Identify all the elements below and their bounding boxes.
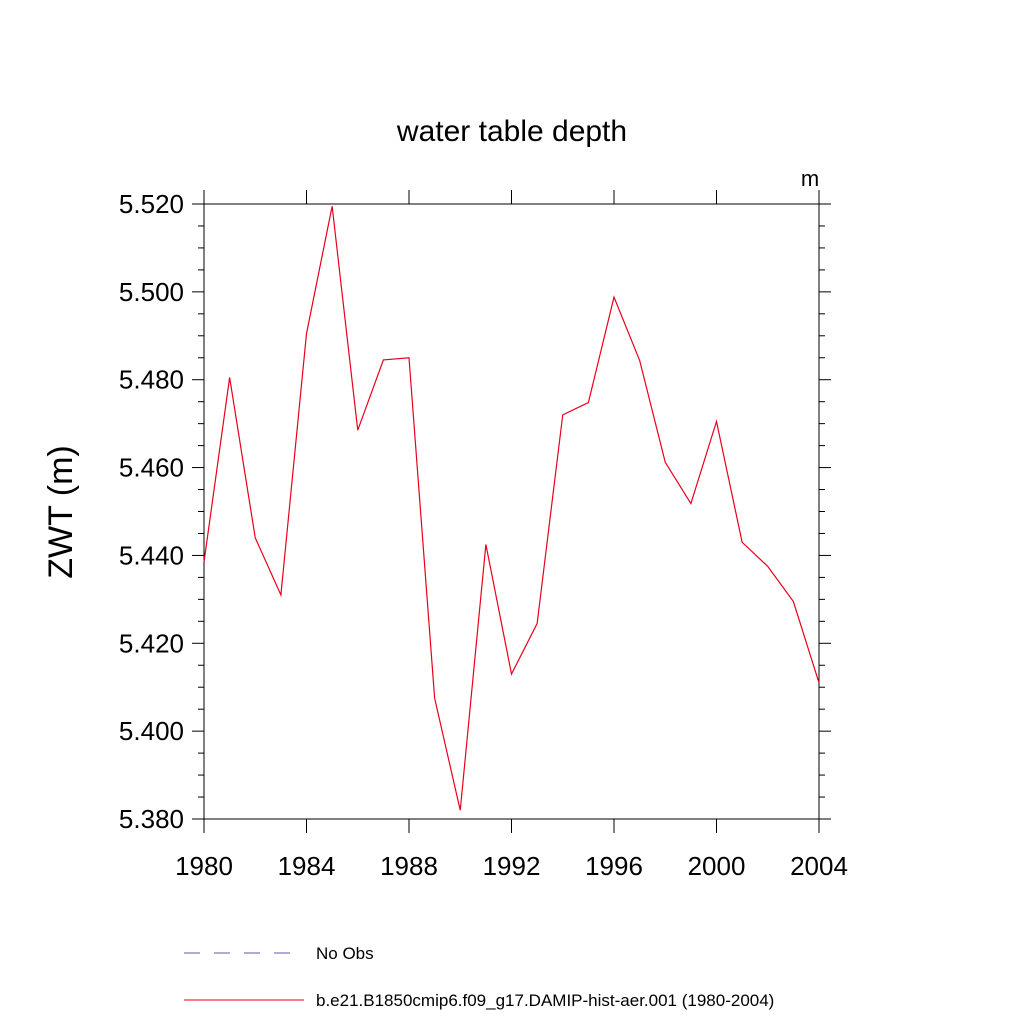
axis-ticks: [192, 190, 831, 833]
y-tick-label: 5.500: [119, 277, 184, 307]
y-tick-label: 5.440: [119, 540, 184, 570]
series-lines: [203, 206, 820, 811]
x-tick-label: 2000: [688, 851, 746, 881]
y-tick-label: 5.380: [119, 804, 184, 834]
x-tick-label: 1980: [175, 851, 233, 881]
chart-title: water table depth: [396, 115, 627, 148]
plot-frame: [203, 203, 820, 820]
y-tick-label: 5.420: [119, 628, 184, 658]
x-tick-label: 1988: [380, 851, 438, 881]
legend-label-model-run: b.e21.B1850cmip6.f09_g17.DAMIP-hist-aer.…: [316, 991, 774, 1010]
y-tick-labels: 5.380 5.400 5.420 5.440 5.460 5.480 5.500 5.520: [119, 189, 184, 834]
y-tick-label: 5.520: [119, 189, 184, 219]
x-tick-label: 1996: [585, 851, 643, 881]
legend: No Obs b.e21.B1850cmip6.f09_g17.DAMIP-hi…: [184, 944, 774, 1010]
x-tick-label: 1984: [278, 851, 336, 881]
x-tick-labels: 1980 1984 1988 1992 1996 2000 2004: [175, 851, 848, 881]
series-line: [203, 206, 820, 811]
x-tick-label: 1992: [483, 851, 541, 881]
x-tick-label: 2004: [790, 851, 848, 881]
y-tick-label: 5.480: [119, 365, 184, 395]
legend-label-no-obs: No Obs: [316, 944, 374, 963]
units-label: m: [801, 166, 819, 191]
y-tick-label: 5.460: [119, 453, 184, 483]
y-axis-label: ZWT (m): [42, 445, 80, 578]
y-tick-label: 5.400: [119, 716, 184, 746]
